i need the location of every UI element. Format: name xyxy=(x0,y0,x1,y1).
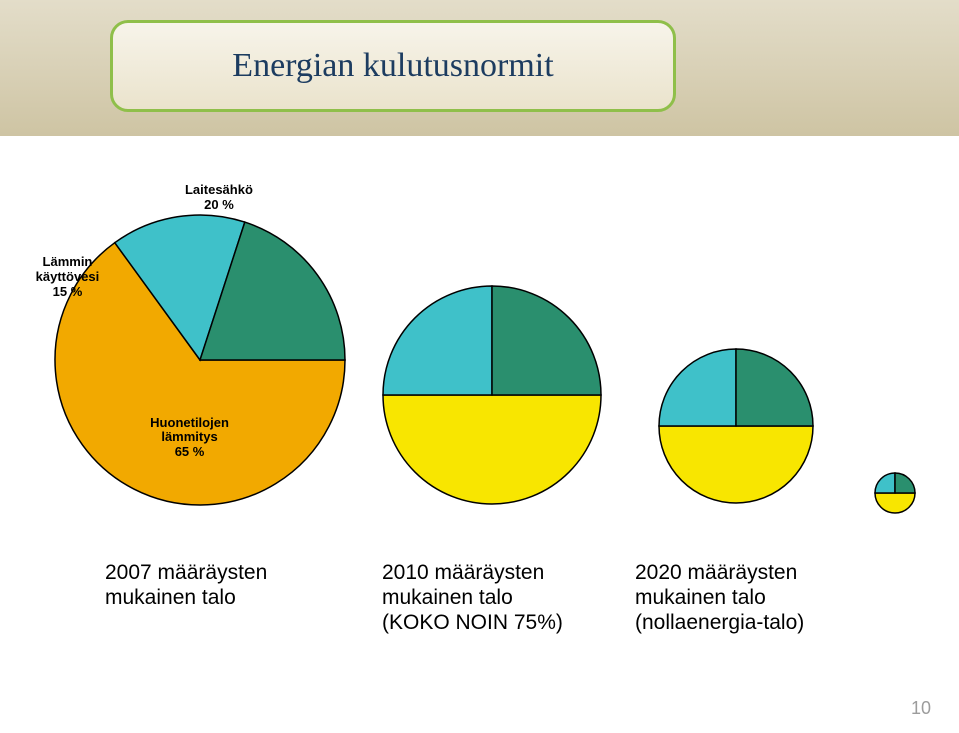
page-number: 10 xyxy=(911,698,931,719)
pie-chart-0: Huonetilojenlämmitys65 %Lämminkäyttövesi… xyxy=(54,214,346,506)
pie-svg xyxy=(874,472,916,514)
pie-slice xyxy=(875,473,895,493)
title-box: Energian kulutusnormit xyxy=(110,20,676,112)
pie-chart-1 xyxy=(382,285,602,505)
page-title: Energian kulutusnormit xyxy=(232,47,553,85)
pie-slice xyxy=(659,426,813,503)
pie-slice xyxy=(875,493,915,513)
pie-chart-2 xyxy=(658,348,814,504)
caption-2: 2020 määräystenmukainen talo(nollaenergi… xyxy=(635,560,804,636)
chart-stage: Huonetilojenlämmitys65 % Lämminkäyttövesi… xyxy=(0,170,959,590)
pie-slice-label: Lämminkäyttövesi15 % xyxy=(17,255,117,300)
pie-slice xyxy=(383,286,492,395)
pie-svg xyxy=(658,348,814,504)
caption-0: 2007 määräystenmukainen talo xyxy=(105,560,267,610)
pie-slice-label: Laitesähkö20 % xyxy=(169,183,269,213)
pie-slice xyxy=(895,473,915,493)
pie-slice xyxy=(383,395,601,504)
pie-slice xyxy=(492,286,601,395)
captions-row: 2007 määräystenmukainen talo 2010 määräys… xyxy=(0,560,959,680)
pie-chart-3 xyxy=(874,472,916,514)
caption-1: 2010 määräystenmukainen talo(KOKO NOIN 7… xyxy=(382,560,563,636)
pie-svg xyxy=(382,285,602,505)
pie-slice xyxy=(736,349,813,426)
pie-slice-label: Huonetilojenlämmitys65 % xyxy=(140,416,240,461)
pie-slice xyxy=(659,349,736,426)
